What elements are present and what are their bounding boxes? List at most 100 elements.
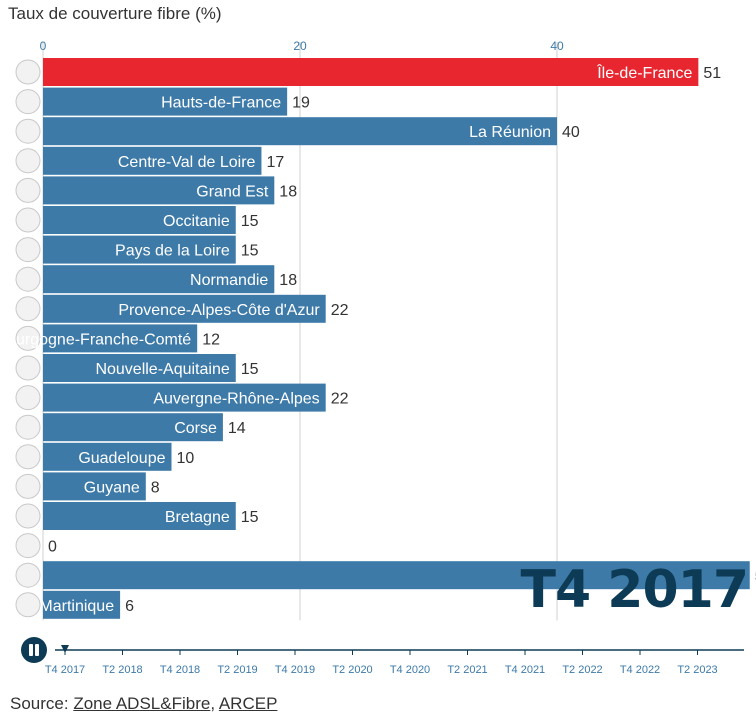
period-label: T4 2017 <box>520 560 749 620</box>
timeline-label: T4 2018 <box>160 664 200 676</box>
region-flag-icon <box>15 473 41 499</box>
bar-label: Île-de-France <box>596 63 692 82</box>
timeline-label: T4 2022 <box>620 664 660 676</box>
value-label: 15 <box>241 243 259 260</box>
bar-label: Guyane <box>84 479 140 496</box>
timeline-label: T2 2018 <box>102 664 142 676</box>
timeline-label: T4 2021 <box>505 664 545 676</box>
bar-label: Centre-Val de Loire <box>118 154 256 171</box>
region-flag-icon <box>15 118 41 144</box>
pause-icon-bar <box>35 644 39 656</box>
value-label: 22 <box>331 302 349 319</box>
region-flag-icon <box>15 562 41 588</box>
x-tick-label: 0 <box>40 39 47 53</box>
bar-label: Guadeloupe <box>78 450 165 467</box>
x-tick-label: 40 <box>550 39 564 53</box>
region-flag-icon <box>15 89 41 115</box>
pause-icon <box>29 644 33 656</box>
bar-label: Grand Est <box>196 183 269 200</box>
source-link-arcep[interactable]: ARCEP <box>218 694 278 713</box>
region-flag-icon <box>15 266 41 292</box>
value-label: 6 <box>125 598 134 615</box>
bar-label: Nouvelle-Aquitaine <box>95 361 229 378</box>
region-flag-icon <box>15 592 41 618</box>
timeline-label: T4 2020 <box>390 664 430 676</box>
bar <box>43 502 236 530</box>
x-tick-label: 20 <box>293 39 307 53</box>
source-separator: , <box>210 694 219 713</box>
bar <box>43 354 236 382</box>
value-label: 12 <box>202 331 220 348</box>
bar-label: Pays de la Loire <box>115 243 230 260</box>
bar <box>43 176 275 205</box>
region-flag-icon <box>15 414 41 440</box>
value-label: 0 <box>48 539 57 556</box>
source-line: Source: Zone ADSL&Fibre, ARCEP <box>10 694 277 714</box>
bar-label: Auvergne-Rhône-Alpes <box>153 391 319 408</box>
bar <box>43 87 288 116</box>
timeline-label: T2 2020 <box>332 664 372 676</box>
bar <box>43 442 172 471</box>
bar <box>43 590 121 619</box>
bar <box>43 561 750 590</box>
value-label: 55 <box>755 568 756 585</box>
bar <box>43 146 262 175</box>
region-flag-icon <box>15 444 41 470</box>
bar-label: Occitanie <box>163 213 230 230</box>
timeline-label: T4 2017 <box>45 664 85 676</box>
value-label: 14 <box>228 420 246 437</box>
bar <box>43 265 275 294</box>
source-link-zone[interactable]: Zone ADSL&Fibre <box>73 694 211 713</box>
timeline-handle[interactable] <box>61 645 69 653</box>
value-label: 22 <box>331 391 349 408</box>
value-label: 17 <box>266 154 284 171</box>
bar-label: Normandie <box>190 272 268 289</box>
bar-label: Bretagne <box>165 509 230 526</box>
region-flag-icon <box>15 237 41 263</box>
bar <box>43 472 146 501</box>
bar <box>43 324 198 353</box>
region-flag-icon <box>15 148 41 174</box>
timeline-label: T2 2019 <box>217 664 257 676</box>
bar-label: Corse <box>174 420 217 437</box>
timeline-label: T2 2021 <box>447 664 487 676</box>
bar <box>43 413 223 442</box>
timeline-label: T2 2022 <box>562 664 602 676</box>
bar-label: Bourgogne-Franche-Comté <box>0 331 191 348</box>
region-flag-icon <box>15 503 41 529</box>
value-label: 15 <box>241 509 259 526</box>
value-label: 18 <box>279 272 297 289</box>
region-flag-icon <box>15 59 41 85</box>
value-label: 15 <box>241 213 259 230</box>
bar <box>43 383 326 412</box>
bar <box>43 294 326 323</box>
source-prefix: Source: <box>10 694 74 713</box>
timeline-label: T2 2023 <box>677 664 717 676</box>
value-label: 15 <box>241 361 259 378</box>
bar-label: Hauts-de-France <box>161 95 281 112</box>
pause-button[interactable] <box>21 637 47 663</box>
region-flag-icon <box>15 325 41 351</box>
region-flag-icon <box>15 177 41 203</box>
value-label: 8 <box>151 479 160 496</box>
bar <box>43 206 236 234</box>
bar <box>43 117 557 146</box>
region-flag-icon <box>15 385 41 411</box>
bar-label: Martinique <box>39 598 114 615</box>
bar-label: Provence-Alpes-Côte d'Azur <box>118 302 320 319</box>
value-label: 51 <box>703 65 721 82</box>
region-flag-icon <box>15 355 41 381</box>
bar-chart: 0 20 40 Île-de-France 51 Hauts-de-France 19 La … <box>0 39 756 676</box>
region-flag-icon <box>15 533 41 559</box>
region-flag-icon <box>15 207 41 233</box>
bar <box>43 235 236 264</box>
value-label: 19 <box>292 95 310 112</box>
timeline-label: T4 2019 <box>275 664 315 676</box>
region-flag-icon <box>15 296 41 322</box>
value-label: 10 <box>177 450 195 467</box>
value-label: 18 <box>279 183 297 200</box>
chart-title: Taux de couverture fibre (%) <box>8 4 222 23</box>
bar-label: La Réunion <box>469 124 551 141</box>
bar <box>43 58 699 86</box>
value-label: 40 <box>562 124 580 141</box>
